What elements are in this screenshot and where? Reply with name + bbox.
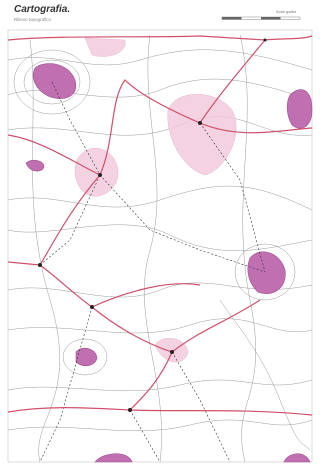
- map-subtitle: Rilievo topografico: [14, 17, 51, 22]
- map: [0, 0, 316, 466]
- scale-label: Scala grafica: [276, 10, 296, 14]
- map-title: Cartografia.: [14, 4, 70, 15]
- scale-bar: [222, 17, 300, 20]
- map-page: Cartografia. Rilievo topografico Scala g…: [0, 0, 316, 466]
